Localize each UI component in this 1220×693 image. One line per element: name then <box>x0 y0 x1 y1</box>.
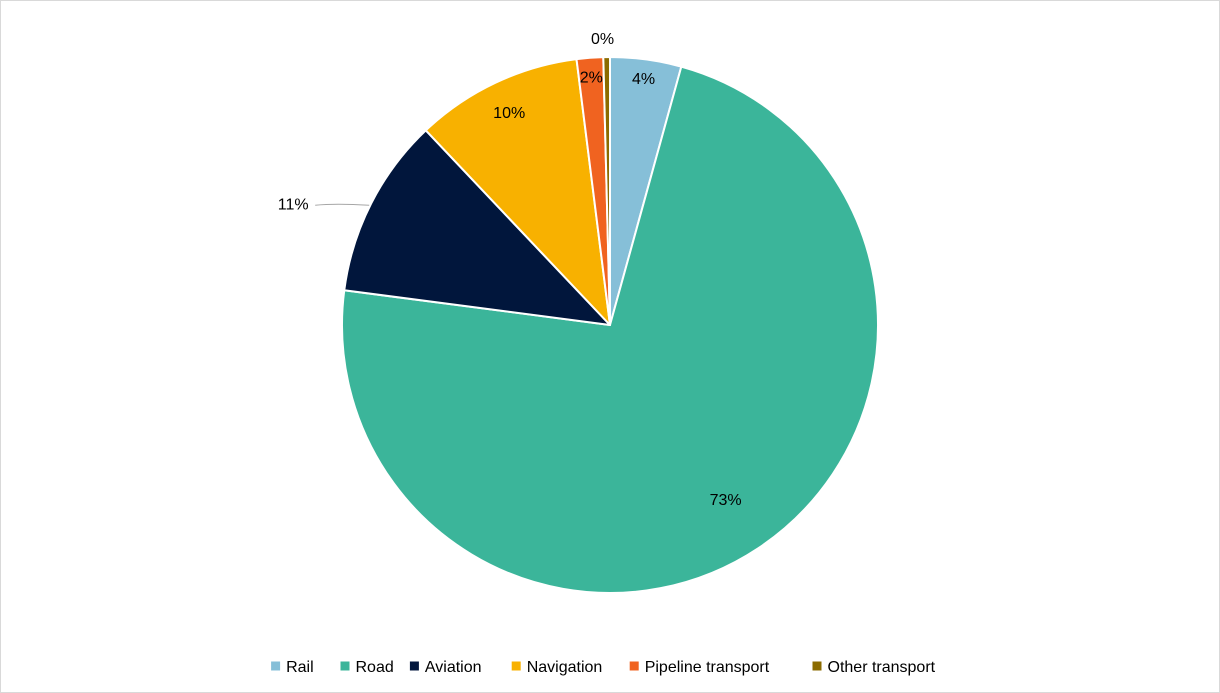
legend-swatch-aviation <box>409 661 419 671</box>
data-label-aviation: 11% <box>278 196 309 213</box>
data-label-road: 73% <box>710 492 742 509</box>
legend-label-aviation: Aviation <box>425 659 482 676</box>
legend-item-rail: Rail <box>271 659 314 676</box>
legend-label-road: Road <box>356 659 394 676</box>
legend-label-navigation: Navigation <box>527 659 603 676</box>
pie-slice-navigation <box>424 58 611 326</box>
legend-label-rail: Rail <box>286 659 314 676</box>
legend-swatch-navigation <box>511 661 521 671</box>
data-labels: 4% 73% 11% 10% 2% 0% <box>278 31 742 509</box>
legend-label-other-transport: Other transport <box>828 659 936 676</box>
pie-slice-other-transport <box>602 55 611 326</box>
data-label-pipeline-transport: 2% <box>580 70 603 87</box>
pie-slice-aviation <box>343 129 611 326</box>
legend-swatch-road <box>340 661 350 671</box>
leader-line-aviation <box>315 203 370 206</box>
legend-item-pipeline-transport: Pipeline transport <box>629 659 770 676</box>
pie-slices <box>341 55 879 594</box>
pie-slice-road <box>341 65 879 594</box>
data-label-other-transport: 0% <box>591 31 614 48</box>
data-label-navigation: 10% <box>493 105 525 122</box>
data-label-rail: 4% <box>632 71 655 88</box>
legend-swatch-rail <box>271 661 281 671</box>
legend-swatch-pipeline-transport <box>629 661 639 671</box>
legend-item-aviation: Aviation <box>409 659 482 676</box>
legend: Rail Road Aviation Navigation Pipeline trans… <box>271 659 936 676</box>
legend-item-navigation: Navigation <box>511 659 603 676</box>
leader-lines <box>315 203 370 206</box>
legend-item-other-transport: Other transport <box>812 659 936 676</box>
legend-label-pipeline-transport: Pipeline transport <box>645 659 770 676</box>
legend-item-road: Road <box>340 659 394 676</box>
legend-swatch-other-transport <box>812 661 822 671</box>
